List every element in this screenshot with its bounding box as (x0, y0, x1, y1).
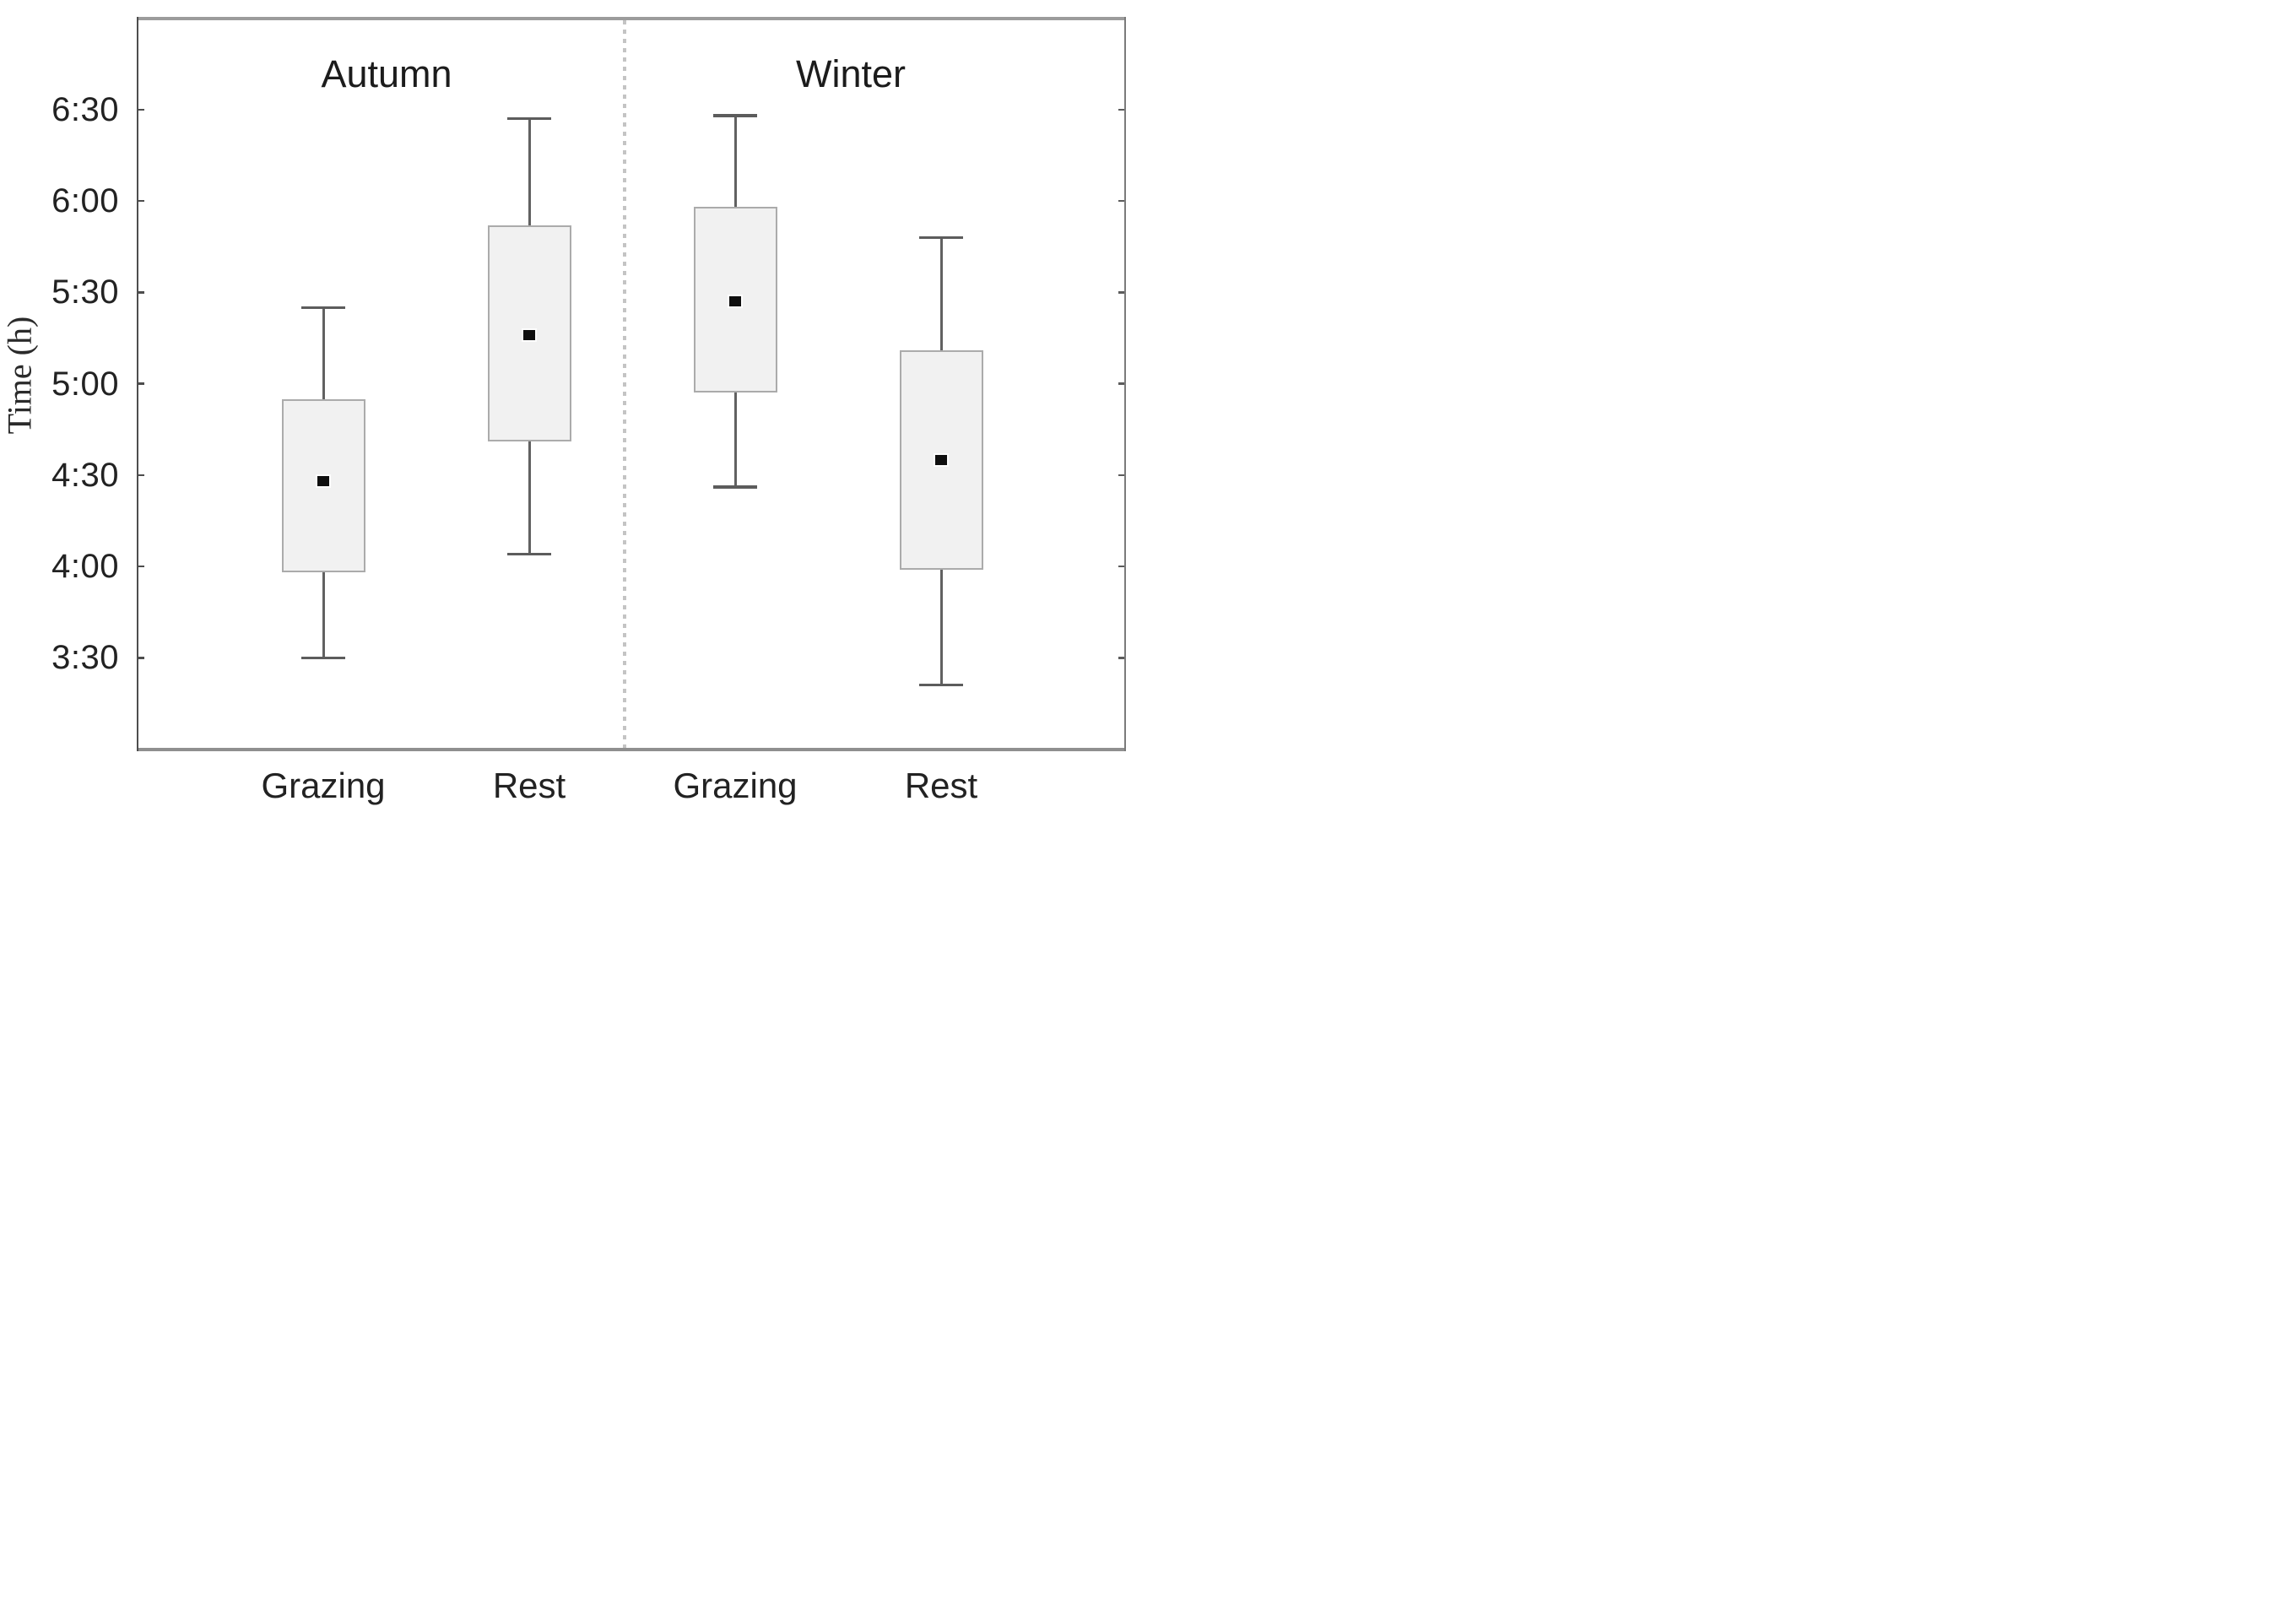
y-tick-mark (138, 474, 144, 476)
whisker-cap-low-winter-rest (919, 683, 963, 687)
plot-border-top (136, 16, 1126, 20)
y-tick-mark (138, 565, 144, 568)
y-tick-mark-right (1118, 199, 1124, 203)
y-tick-label: 4:30 (51, 456, 119, 494)
y-tick-mark-right (1118, 657, 1124, 659)
y-tick-mark (138, 657, 144, 659)
whisker-cap-high-winter-rest (919, 235, 963, 240)
y-tick-label: 5:30 (51, 273, 119, 311)
season-divider (623, 19, 626, 748)
y-tick-mark-right (1118, 108, 1124, 111)
x-label-winter-grazing: Grazing (673, 766, 798, 805)
whisker-cap-low-winter-grazing (713, 485, 757, 489)
mean-marker-winter-grazing (729, 296, 741, 307)
y-tick-mark (138, 108, 144, 111)
season-title-autumn: Autumn (321, 52, 452, 95)
whisker-cap-high-winter-grazing (713, 114, 757, 117)
whisker-cap-high-autumn-rest (507, 116, 551, 121)
season-title-winter: Winter (795, 52, 907, 95)
mean-marker-winter-rest (935, 454, 947, 465)
y-tick-mark (138, 382, 144, 385)
x-label-autumn-rest: Rest (492, 766, 566, 805)
y-tick-mark-right (1118, 382, 1124, 385)
whisker-cap-low-autumn-grazing (301, 656, 345, 659)
y-tick-label: 4:00 (51, 548, 119, 585)
plot-border-bottom (136, 747, 1126, 751)
y-tick-mark-right (1118, 565, 1124, 568)
y-tick-mark-right (1118, 474, 1124, 476)
mean-marker-autumn-grazing (317, 475, 329, 486)
plot-border-right (1123, 16, 1126, 751)
boxplot-figure: Time (h) 6:30 6:00 5:30 5:00 4:30 4:00 3:30 Aut… (0, 0, 1142, 812)
x-label-autumn-grazing: Grazing (261, 766, 386, 805)
y-tick-label: 6:00 (51, 182, 119, 219)
x-label-winter-rest: Rest (904, 766, 978, 805)
y-tick-label: 6:30 (51, 90, 119, 128)
mean-marker-autumn-rest (523, 329, 535, 340)
y-tick-mark (138, 291, 144, 294)
y-tick-mark (138, 199, 144, 203)
plot-border-left (136, 16, 138, 751)
y-tick-mark-right (1118, 291, 1124, 294)
whisker-cap-low-autumn-rest (507, 552, 551, 556)
plot-area: 6:30 6:00 5:30 5:00 4:30 4:00 3:30 Autumn Winter… (0, 0, 1142, 812)
whisker-cap-high-autumn-grazing (301, 306, 345, 310)
y-tick-label: 3:30 (51, 639, 119, 677)
y-tick-label: 5:00 (51, 365, 119, 403)
